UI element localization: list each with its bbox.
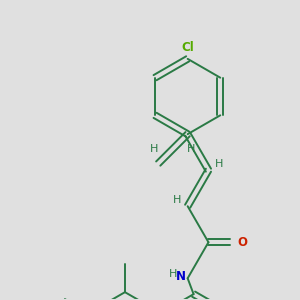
Text: H: H [188, 144, 196, 154]
Text: H: H [215, 159, 224, 169]
Text: H: H [168, 269, 177, 279]
Text: Cl: Cl [181, 41, 194, 54]
Text: H: H [172, 195, 181, 205]
Text: N: N [176, 270, 186, 283]
Text: H: H [150, 144, 158, 154]
Text: O: O [237, 236, 248, 249]
